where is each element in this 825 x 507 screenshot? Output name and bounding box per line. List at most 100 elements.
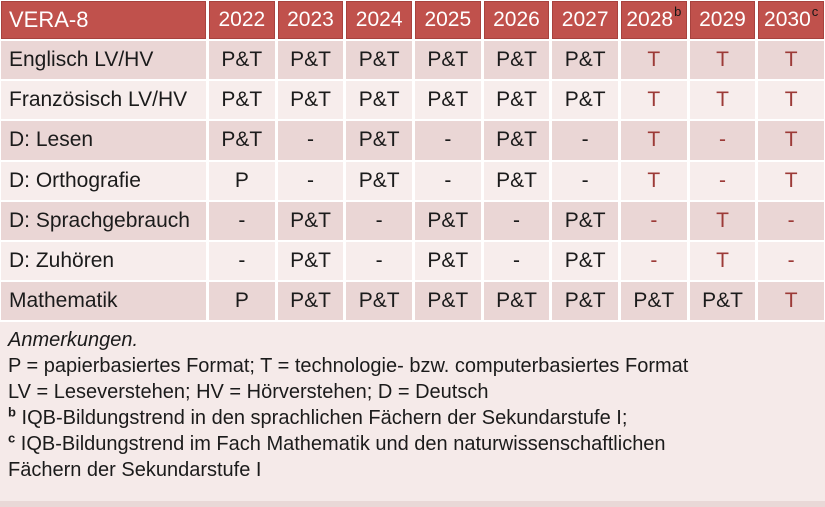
table-cell: -	[552, 161, 618, 200]
table-cell: -	[483, 201, 550, 240]
column-header-year: 2029	[699, 8, 746, 32]
table-cell: T	[689, 241, 756, 280]
row-label: D: Lesen	[1, 121, 206, 160]
table-cell: -	[758, 241, 824, 280]
table-cell: T	[758, 81, 824, 120]
table-cell: P&T	[209, 41, 275, 80]
table-cell: -	[758, 201, 824, 240]
column-header-year: 2025	[424, 8, 472, 32]
table-cell: T	[689, 41, 756, 80]
column-header: 2025	[414, 1, 481, 40]
notes-block: Anmerkungen. P = papierbasiertes Format;…	[0, 322, 825, 501]
table-cell: P&T	[346, 41, 412, 80]
table-cell: P&T	[483, 161, 550, 200]
table-cell: P&T	[552, 281, 618, 320]
notes-footnotes: b IQB-Bildungstrend in den sprachlichen …	[8, 405, 815, 483]
column-header: 2028 b	[620, 1, 687, 40]
table-cell: -	[346, 241, 412, 280]
table-cell: P&T	[346, 161, 412, 200]
table-cell: P&T	[689, 281, 756, 320]
table-cell: -	[689, 161, 756, 200]
table-cell: T	[620, 81, 687, 120]
table-cell: P&T	[277, 201, 344, 240]
column-header-year: 2030	[764, 8, 811, 32]
table-cell: -	[689, 121, 756, 160]
table-cell: P&T	[277, 81, 344, 120]
footnote-mark: b	[8, 404, 16, 420]
table-cell: T	[689, 201, 756, 240]
table-cell: -	[483, 241, 550, 280]
footnote-mark: c	[8, 430, 16, 446]
table-cell: P&T	[414, 81, 481, 120]
table-cell: T	[620, 161, 687, 200]
table-cell: P&T	[483, 81, 550, 120]
bottom-strip	[0, 501, 825, 507]
table-cell: P	[209, 281, 275, 320]
table-cell: -	[277, 121, 344, 160]
table-cell: -	[552, 121, 618, 160]
table-cell: P&T	[552, 241, 618, 280]
column-header: 2027	[552, 1, 618, 40]
table-cell: -	[346, 201, 412, 240]
table-cell: T	[620, 121, 687, 160]
table-cell: P&T	[277, 241, 344, 280]
column-header-year: 2027	[561, 8, 609, 32]
table-cell: T	[758, 281, 824, 320]
footnote: c IQB-Bildungstrend im Fach Mathematik u…	[8, 430, 666, 481]
table-cell: P&T	[552, 41, 618, 80]
notes-line: P = papierbasiertes Format; T = technolo…	[8, 355, 689, 377]
table-cell: P	[209, 161, 275, 200]
table-cell: P&T	[346, 281, 412, 320]
table-cell: P&T	[483, 41, 550, 80]
table-cell: P&T	[277, 281, 344, 320]
table-cell: T	[620, 41, 687, 80]
table-cell: P&T	[414, 201, 481, 240]
table-cell: P&T	[277, 41, 344, 80]
table-cell: P&T	[414, 241, 481, 280]
table-cell: P&T	[414, 41, 481, 80]
table-cell: P&T	[346, 81, 412, 120]
table-cell: P&T	[414, 281, 481, 320]
column-header: 2026	[483, 1, 550, 40]
row-label: Mathematik	[1, 281, 206, 320]
row-label: Französisch LV/HV	[1, 81, 206, 120]
table-title: VERA-8	[1, 1, 206, 40]
table-cell: P&T	[620, 281, 687, 320]
column-header-footnote-mark: c	[811, 4, 819, 19]
notes-heading: Anmerkungen.	[8, 329, 139, 351]
column-header: 2022	[209, 1, 275, 40]
table-cell: -	[414, 161, 481, 200]
column-header: 2030 c	[758, 1, 824, 40]
table-cell: -	[277, 161, 344, 200]
notes-line: LV = Leseverstehen; HV = Hörverstehen; D…	[8, 381, 489, 403]
table-cell: P&T	[209, 81, 275, 120]
table-cell: T	[758, 161, 824, 200]
row-label: Englisch LV/HV	[1, 41, 206, 80]
table-cell: P&T	[552, 81, 618, 120]
table-cell: -	[209, 201, 275, 240]
column-header-year: 2026	[493, 8, 540, 32]
column-header-year: 2022	[218, 8, 266, 32]
row-label: D: Zuhören	[1, 241, 206, 280]
column-header: 2024	[346, 1, 412, 40]
table-cell: -	[620, 201, 687, 240]
column-header-year: 2023	[287, 8, 334, 32]
table-cell: P&T	[483, 281, 550, 320]
table-cell: T	[758, 121, 824, 160]
table-cell: T	[689, 81, 756, 120]
table-cell: -	[209, 241, 275, 280]
row-label: D: Orthografie	[1, 161, 206, 200]
column-header: 2023	[277, 1, 344, 40]
row-label: D: Sprachgebrauch	[1, 201, 206, 240]
footnote: b IQB-Bildungstrend in den sprachlichen …	[8, 404, 628, 429]
table-cell: P&T	[552, 201, 618, 240]
column-header: 2029	[689, 1, 756, 40]
column-header-year: 2024	[355, 8, 403, 32]
table-cell: -	[620, 241, 687, 280]
table-cell: P&T	[209, 121, 275, 160]
column-header-footnote-mark: b	[674, 4, 682, 19]
table-cell: P&T	[483, 121, 550, 160]
vera8-table: VERA-8 2022 2023 2024 2025 2026 2027 2028 b 2029…	[0, 0, 825, 322]
table-cell: -	[414, 121, 481, 160]
